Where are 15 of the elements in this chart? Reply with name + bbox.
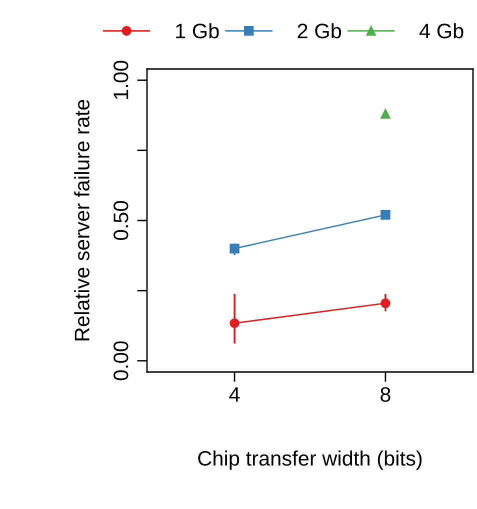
point bbox=[380, 298, 390, 308]
legend-label: 4 Gb bbox=[419, 23, 464, 38]
y-tick-label: 0.50 bbox=[114, 201, 128, 240]
x-tick-label: 8 bbox=[380, 387, 390, 402]
x-axis-title: Chip transfer width (bits) bbox=[198, 450, 422, 470]
point bbox=[230, 318, 240, 328]
y-axis-title: Relative server failure rate bbox=[74, 100, 90, 340]
point bbox=[380, 210, 390, 220]
point bbox=[230, 244, 240, 254]
y-tick-label: 1.00 bbox=[114, 60, 128, 99]
legend-label: 2 Gb bbox=[298, 23, 342, 38]
point bbox=[380, 109, 390, 119]
x-tick-label: 4 bbox=[229, 387, 240, 402]
legend-label: 1 Gb bbox=[176, 23, 219, 38]
y-tick-label: 0.00 bbox=[114, 341, 128, 380]
